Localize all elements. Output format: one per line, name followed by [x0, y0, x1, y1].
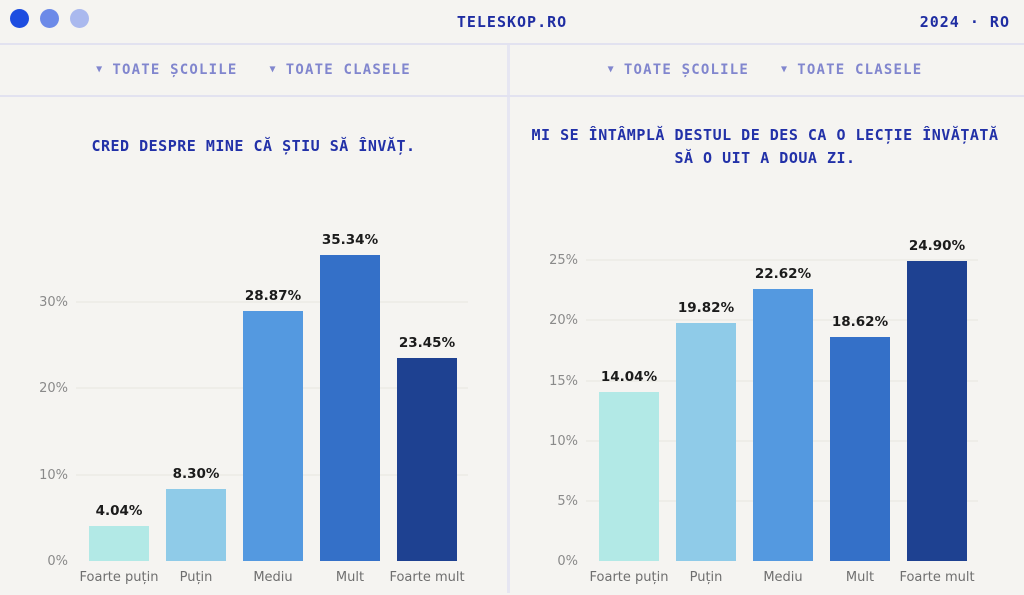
- top-bar: TELESKOP.RO 2024 · RO: [0, 0, 1024, 45]
- year-locale-badge: 2024 · RO: [919, 12, 1010, 31]
- x-axis-category-label: Mult: [845, 570, 875, 585]
- y-axis-tick-label: 5%: [557, 493, 578, 509]
- x-axis-category-label: Puțin: [179, 570, 213, 585]
- y-axis-tick-label: 15%: [549, 373, 578, 389]
- filter-group-right: ▼ TOATE ȘCOLILE ▼ TOATE CLASELE: [510, 45, 1020, 95]
- chart-panel-right: MI SE ÎNTÂMPLĂ DESTUL DE DES CA O LECȚIE…: [510, 97, 1020, 593]
- filter-classes-label: TOATE CLASELE: [285, 62, 411, 78]
- bar-value-label: 22.62%: [754, 265, 812, 282]
- x-axis-category-label: Foarte mult: [389, 570, 465, 585]
- y-axis-tick-label: 20%: [549, 313, 578, 329]
- filter-classes-dropdown-left[interactable]: ▼ TOATE CLASELE: [270, 62, 411, 78]
- x-axis-category-label: Foarte mult: [899, 570, 975, 585]
- window-dot-2[interactable]: [40, 9, 59, 28]
- x-axis-category-label: Foarte puțin: [79, 570, 159, 585]
- bar-value-label: 35.34%: [321, 232, 379, 249]
- y-axis-tick-label: 25%: [549, 253, 578, 269]
- plot-area: 0% 5% 10% 15% 20% 25% 14.04% Foarte puțin 19.82%…: [549, 229, 978, 585]
- x-axis-category-label: Mediu: [253, 570, 293, 585]
- plot-area: 0% 10% 20% 30% 4.04% Foarte puțin 8.30% Puțin 28…: [39, 229, 468, 585]
- bar-value-label: 28.87%: [244, 288, 302, 305]
- caret-down-icon: ▼: [96, 64, 104, 75]
- bar-value-label: 19.82%: [677, 299, 735, 316]
- y-axis-tick-label: 0%: [47, 554, 68, 569]
- bar-pu-in[interactable]: [676, 322, 736, 561]
- x-axis-category-label: Mediu: [763, 570, 803, 585]
- filter-classes-label: TOATE CLASELE: [797, 62, 923, 78]
- bar-value-label: 23.45%: [398, 335, 456, 352]
- app-title: TELESKOP.RO: [456, 12, 568, 31]
- bar-chart-left: 0% 10% 20% 30% 4.04% Foarte puțin 8.30% Puțin 28…: [0, 197, 507, 593]
- chart-title-right: MI SE ÎNTÂMPLĂ DESTUL DE DES CA O LECȚIE…: [531, 125, 999, 167]
- chart-title-left: CRED DESPRE MINE CĂ ȘTIU SĂ ÎNVĂȚ.: [91, 137, 416, 156]
- filter-group-left: ▼ TOATE ȘCOLILE ▼ TOATE CLASELE: [0, 45, 510, 95]
- bar-pu-in[interactable]: [166, 489, 226, 561]
- y-axis-tick-label: 0%: [557, 554, 578, 569]
- bar-foarte-pu-in[interactable]: [599, 392, 659, 561]
- x-axis-category-label: Foarte puțin: [589, 570, 669, 585]
- y-axis-tick-label: 30%: [39, 294, 68, 310]
- window-dot-1[interactable]: [10, 9, 29, 28]
- filter-schools-label: TOATE ȘCOLILE: [112, 62, 238, 78]
- y-axis-tick-label: 10%: [549, 433, 578, 449]
- bar-value-label: 8.30%: [172, 466, 220, 483]
- bar-mediu[interactable]: [753, 288, 813, 561]
- bar-value-label: 24.90%: [908, 238, 966, 255]
- x-axis-category-label: Puțin: [689, 570, 723, 585]
- filter-bar: ▼ TOATE ȘCOLILE ▼ TOATE CLASELE ▼ TOATE …: [0, 45, 1024, 97]
- filter-classes-dropdown-right[interactable]: ▼ TOATE CLASELE: [781, 62, 922, 78]
- bar-mediu[interactable]: [243, 311, 303, 561]
- bar-mult[interactable]: [320, 255, 380, 561]
- window-dots: [10, 9, 89, 28]
- filter-schools-dropdown-right[interactable]: ▼ TOATE ȘCOLILE: [608, 62, 749, 78]
- caret-down-icon: ▼: [269, 64, 277, 75]
- chart-panel-left: CRED DESPRE MINE CĂ ȘTIU SĂ ÎNVĂȚ. 0% 10%…: [0, 97, 510, 593]
- bar-foarte-mult[interactable]: [907, 261, 967, 561]
- bar-value-label: 14.04%: [600, 369, 658, 386]
- bar-mult[interactable]: [830, 337, 890, 561]
- bar-chart-right: 0% 5% 10% 15% 20% 25% 14.04% Foarte puțin 19.82%…: [510, 197, 1020, 593]
- gridline: [76, 300, 468, 303]
- window-dot-3[interactable]: [70, 9, 89, 28]
- filter-schools-label: TOATE ȘCOLILE: [623, 62, 749, 78]
- dashboard: CRED DESPRE MINE CĂ ȘTIU SĂ ÎNVĂȚ. 0% 10%…: [0, 97, 1024, 593]
- caret-down-icon: ▼: [781, 64, 789, 75]
- filter-schools-dropdown-left[interactable]: ▼ TOATE ȘCOLILE: [96, 62, 237, 78]
- x-axis-category-label: Mult: [335, 570, 365, 585]
- bar-value-label: 18.62%: [831, 314, 889, 331]
- bar-foarte-mult[interactable]: [397, 358, 457, 561]
- caret-down-icon: ▼: [607, 64, 615, 75]
- y-axis-tick-label: 20%: [39, 381, 68, 397]
- bar-value-label: 4.04%: [95, 503, 143, 520]
- gridline: [586, 259, 978, 262]
- bar-foarte-pu-in[interactable]: [89, 526, 149, 561]
- y-axis-tick-label: 10%: [39, 467, 68, 483]
